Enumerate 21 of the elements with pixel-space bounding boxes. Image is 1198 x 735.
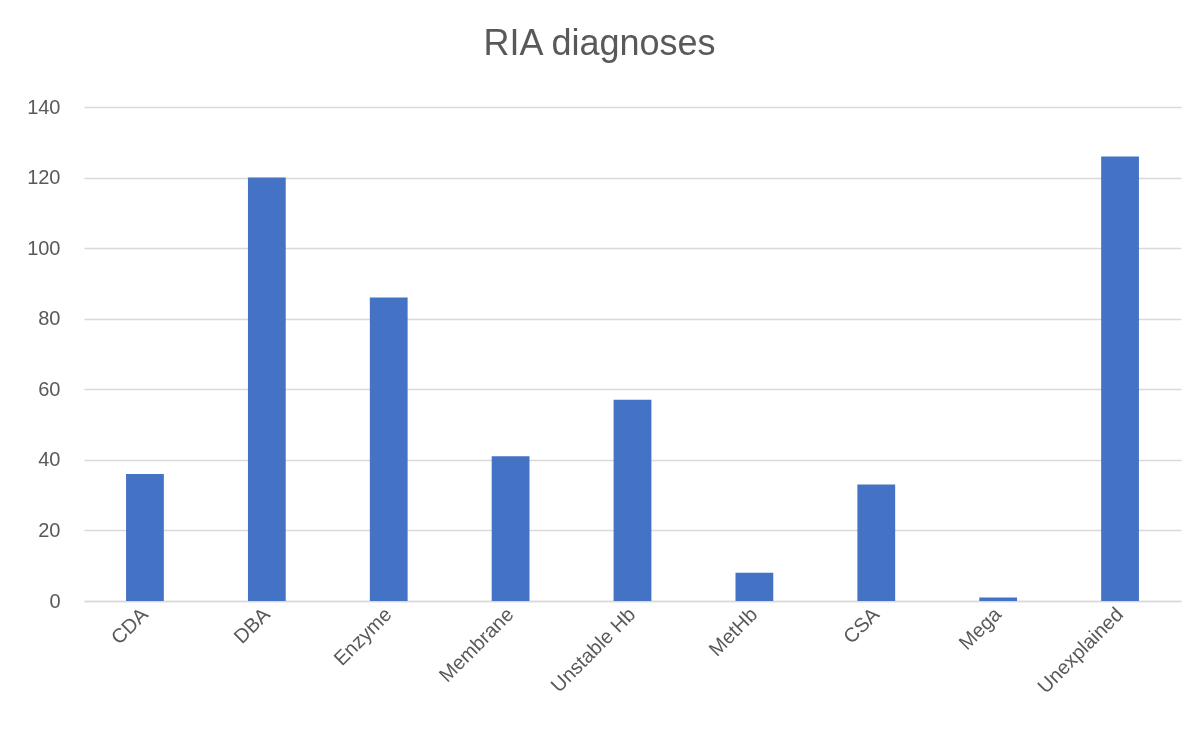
y-tick-label: 100 — [27, 236, 61, 259]
bar — [369, 297, 408, 601]
y-tick-label: 40 — [38, 448, 61, 471]
bar — [491, 456, 530, 601]
bar — [613, 399, 652, 601]
bar — [735, 572, 774, 601]
y-tick-label: 0 — [49, 589, 61, 612]
bar — [857, 484, 896, 601]
y-tick-label: 80 — [38, 307, 61, 330]
y-tick-label: 120 — [27, 166, 61, 189]
chart-title: RIA diagnoses — [483, 22, 716, 63]
bar — [1101, 156, 1139, 601]
y-tick-label: 140 — [27, 95, 61, 118]
x-tick-label: CSA — [838, 602, 884, 648]
bar — [126, 473, 164, 601]
y-tick-label: 60 — [38, 377, 61, 400]
y-tick-label: 20 — [38, 518, 61, 541]
x-tick-label: DBA — [229, 602, 275, 648]
bar — [247, 177, 286, 601]
bar — [979, 597, 1018, 601]
x-tick-label: CDA — [106, 602, 153, 649]
